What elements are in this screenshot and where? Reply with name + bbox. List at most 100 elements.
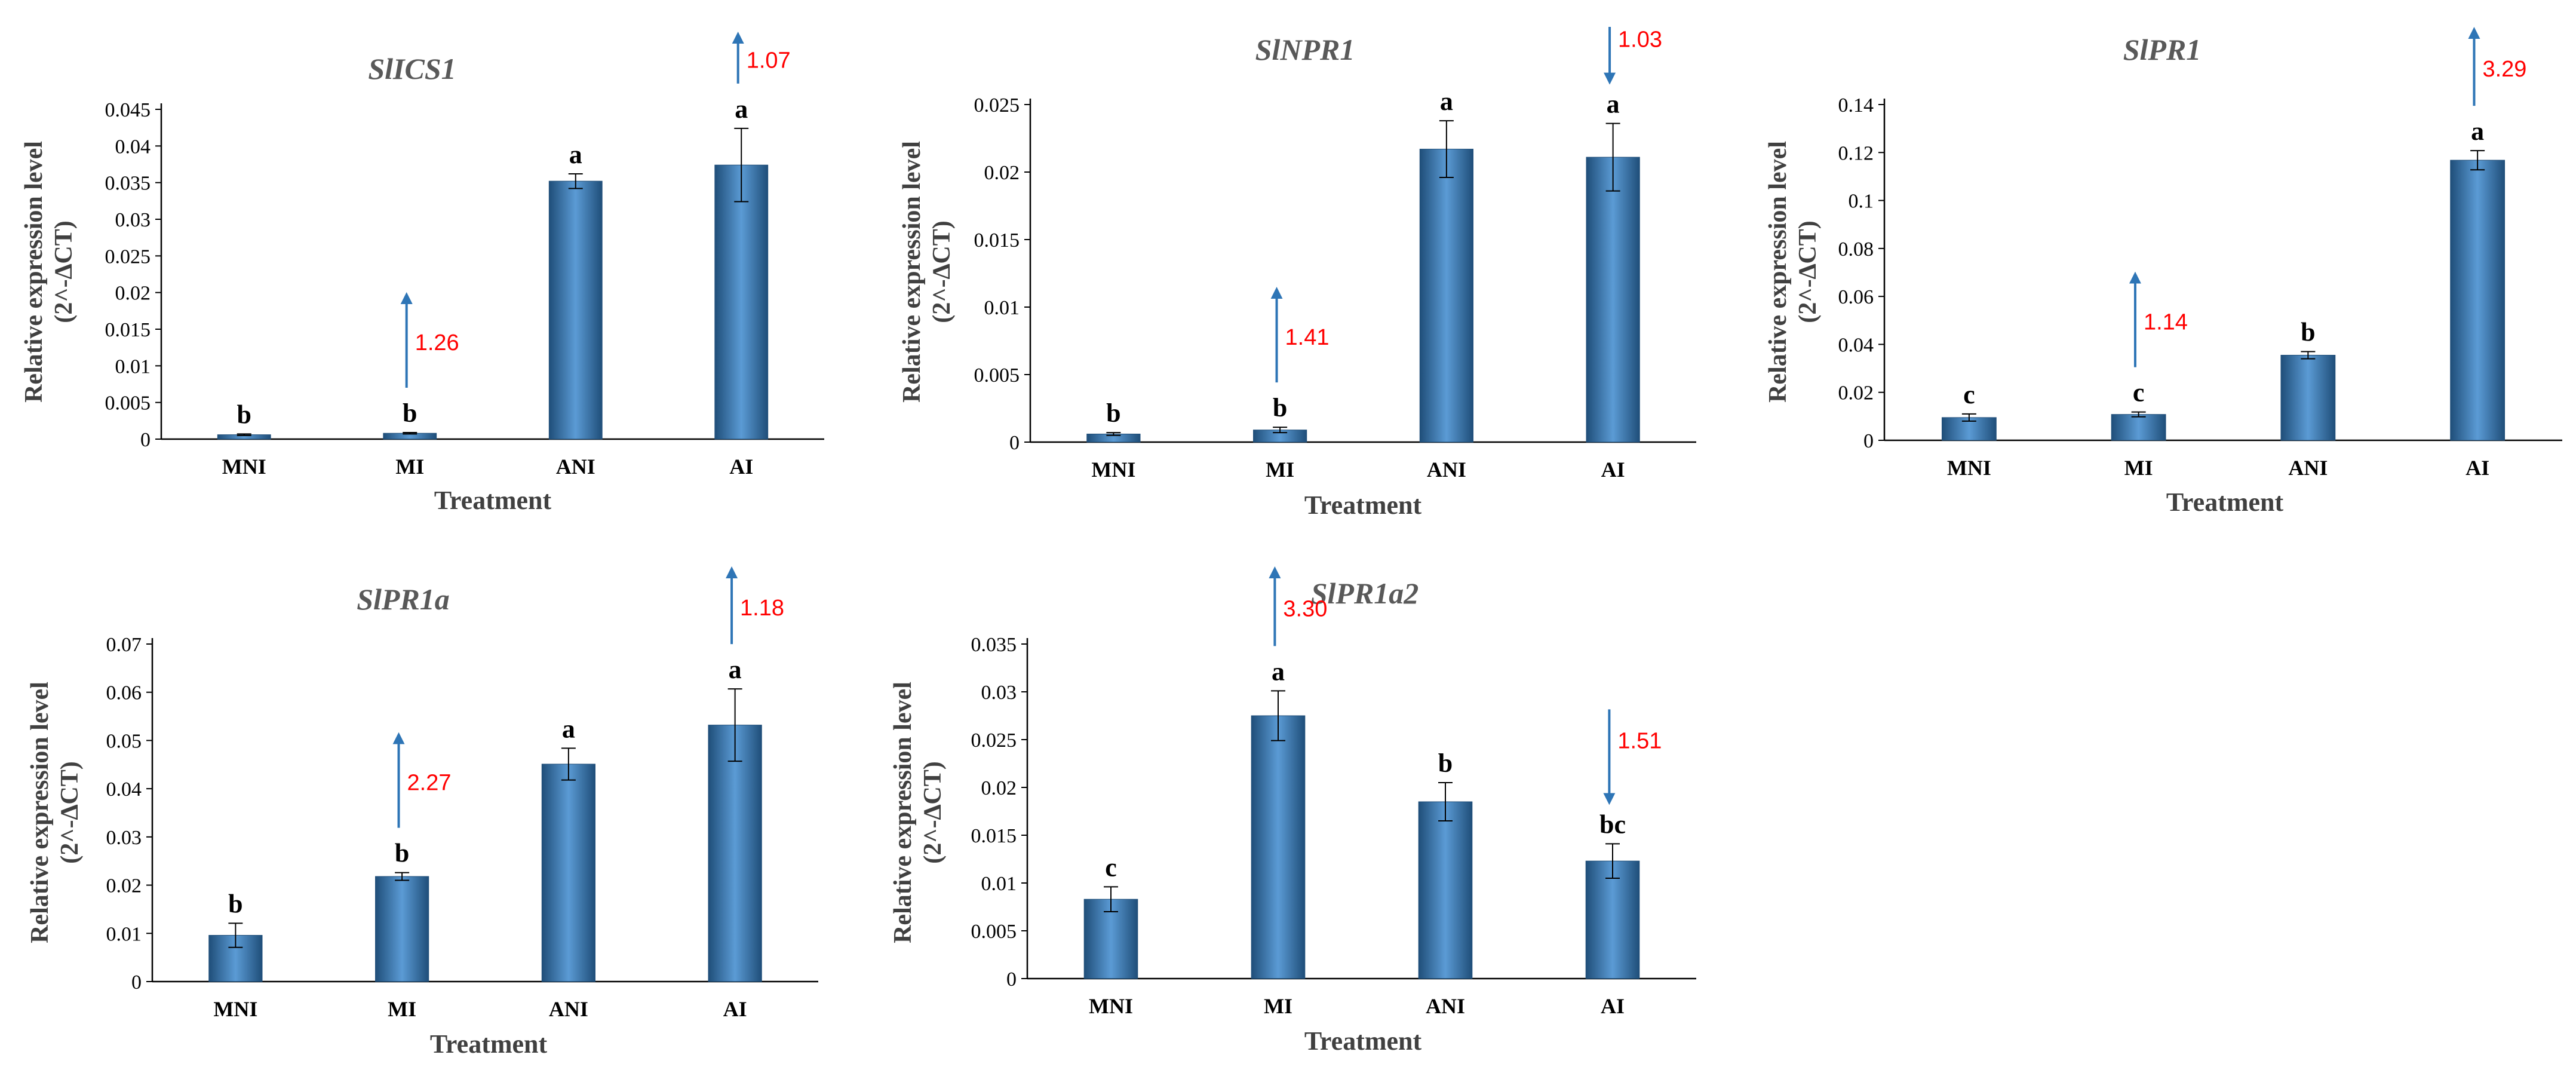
y-axis-title: Relative expression level (2^-∆CT) (898, 141, 956, 403)
chart-title: SlNPR1 (1255, 33, 1355, 66)
y-axis-title-line2: (2^-∆CT) (928, 220, 956, 323)
significance-label: b (2301, 317, 2315, 347)
y-tick-label: 0.14 (1838, 94, 1874, 116)
bar (375, 876, 429, 982)
significance-label: a (735, 94, 748, 124)
y-tick-label: 0.035 (971, 634, 1017, 656)
y-axis-title: Relative expression level (2^-∆CT) (20, 141, 78, 403)
y-tick-label: 0.03 (115, 209, 151, 231)
fold-change-label: 3.30 (1283, 597, 1327, 622)
y-tick-label: 0.07 (106, 634, 142, 656)
y-tick-label: 0.02 (984, 162, 1020, 184)
significance-label: b (403, 398, 417, 428)
y-tick-label: 0.025 (974, 94, 1020, 116)
x-tick-label: AI (729, 455, 753, 479)
significance-label: a (2471, 116, 2484, 146)
y-tick-label: 0.025 (105, 246, 151, 268)
significance-label: b (237, 400, 251, 429)
y-tick-label: 0 (140, 429, 151, 451)
fold-change-label: 2.27 (407, 771, 452, 796)
x-tick-label: MI (1264, 994, 1292, 1018)
y-tick-label: 0.03 (981, 682, 1017, 704)
significance-label: c (1963, 380, 1975, 409)
fold-change-label: 3.29 (2482, 57, 2526, 82)
x-tick-label: MNI (1947, 456, 1991, 480)
chart-title: SlPR1a2 (1311, 577, 1419, 610)
y-tick-label: 0.01 (106, 923, 142, 945)
significance-label: a (1440, 87, 1453, 116)
y-tick-label: 0.045 (105, 99, 151, 121)
plot-area-slpr1a2: 0 0.005 0.01 0.015 0.02 0.025 0.03 0.035 c MNI a MI… (971, 566, 1696, 1018)
significance-label: a (562, 714, 575, 743)
y-tick-label: 0.05 (106, 730, 142, 752)
y-tick-label: 0.04 (106, 778, 142, 801)
x-tick-label: MNI (222, 455, 266, 479)
plot-area-slpr1a: 0 0.01 0.02 0.03 0.04 0.05 0.06 0.07 b MNI b MI a ANI… (106, 566, 818, 1021)
y-axis-title: Relative expression level (2^-∆CT) (889, 682, 947, 943)
y-tick-label: 0 (131, 971, 142, 994)
x-axis-title: Treatment (2166, 488, 2284, 517)
significance-label: b (1273, 393, 1287, 422)
y-tick-label: 0.02 (106, 875, 142, 897)
bar (2450, 160, 2506, 441)
y-tick-label: 0 (1009, 432, 1020, 454)
y-axis-title-line2: (2^-∆CT) (56, 761, 84, 863)
bar (1419, 149, 1473, 443)
plot-area-slnpr1: 0 0.005 0.01 0.015 0.02 0.025 b MNI b MI a ANI a AI 1.… (974, 27, 1696, 482)
x-tick-label: MNI (1089, 994, 1133, 1018)
y-axis-title-line2: (2^-∆CT) (50, 220, 78, 323)
significance-label: c (1105, 853, 1117, 882)
bar (2111, 414, 2166, 441)
y-tick-label: 0.01 (984, 297, 1020, 319)
y-axis-title-line1: Relative expression level (1764, 141, 1792, 403)
x-tick-label: ANI (1427, 458, 1466, 482)
panel-slics1: SlICS1 Relative expression level (2^-∆CT… (20, 32, 824, 515)
fold-change-label: 1.18 (740, 596, 784, 621)
significance-label: b (1106, 398, 1120, 428)
y-axis-title-line1: Relative expression level (898, 141, 926, 403)
chart-title: SlPR1a (357, 582, 450, 616)
y-tick-label: 0.06 (106, 682, 142, 704)
significance-label: c (2133, 378, 2145, 407)
significance-label: a (1272, 657, 1285, 686)
panel-slpr1: SlPR1 Relative expression level (2^-∆CT)… (1764, 27, 2562, 517)
x-tick-label: ANI (549, 997, 588, 1021)
y-tick-label: 0.005 (105, 393, 151, 415)
bar (714, 164, 769, 440)
x-tick-label: MNI (213, 997, 257, 1021)
bar (1251, 715, 1306, 979)
y-axis-title-line1: Relative expression level (20, 141, 48, 403)
y-tick-label: 0.015 (105, 319, 151, 341)
chart-title: SlPR1 (2123, 33, 2202, 66)
x-tick-label: ANI (556, 455, 595, 479)
y-tick-label: 0.025 (971, 729, 1017, 752)
y-axis-title-line2: (2^-∆CT) (1794, 220, 1822, 323)
x-tick-label: ANI (2288, 456, 2328, 480)
significance-label: bc (1599, 810, 1626, 839)
y-tick-label: 0 (1006, 968, 1017, 991)
y-tick-label: 0.01 (115, 355, 151, 378)
significance-label: a (569, 140, 582, 169)
fold-change-label: 1.07 (747, 48, 791, 73)
y-tick-label: 0.06 (1838, 286, 1874, 308)
y-tick-label: 0.02 (115, 283, 151, 305)
fold-change-label: 1.03 (1618, 27, 1662, 52)
y-tick-label: 0.005 (971, 921, 1017, 943)
y-axis-title-line1: Relative expression level (889, 682, 917, 943)
y-tick-label: 0.04 (1838, 334, 1874, 356)
bar (1083, 899, 1138, 979)
x-tick-label: AI (2466, 456, 2489, 480)
panel-slpr1a2: SlPR1a2 Relative expression level (2^-∆C… (889, 566, 1696, 1056)
x-tick-label: MI (388, 997, 416, 1021)
y-tick-label: 0.04 (115, 136, 151, 158)
y-tick-label: 0.02 (981, 777, 1017, 799)
x-tick-label: ANI (1426, 994, 1465, 1018)
x-axis-title: Treatment (430, 1029, 548, 1059)
panel-slpr1a: SlPR1a Relative expression level (2^-∆CT… (26, 566, 818, 1059)
bar (708, 725, 762, 982)
x-tick-label: MI (2124, 456, 2153, 480)
x-tick-label: MI (1266, 458, 1294, 482)
fold-change-label: 1.26 (415, 330, 459, 355)
y-axis-title-line2: (2^-∆CT) (919, 761, 947, 863)
